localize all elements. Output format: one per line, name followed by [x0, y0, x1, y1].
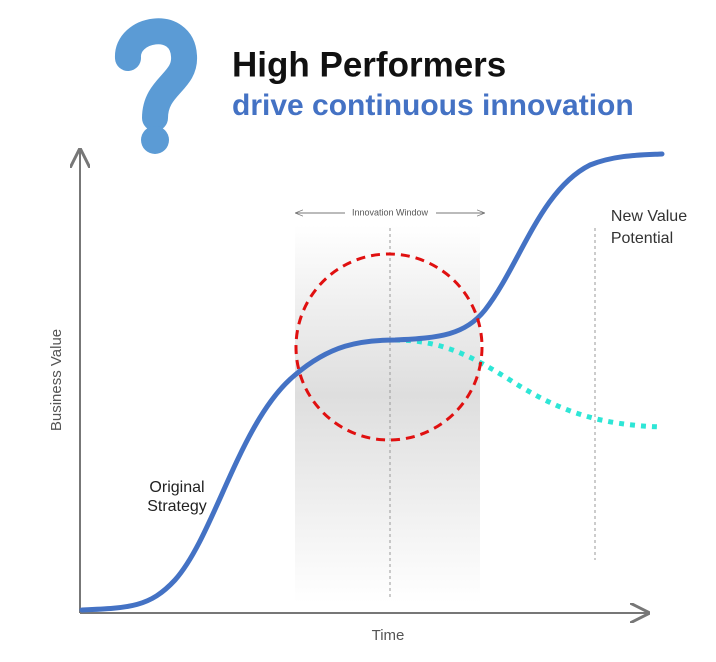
question-icon: [115, 18, 197, 154]
growth-curve: [79, 151, 665, 613]
title: High Performers: [232, 45, 506, 84]
new-value-label: New Value: [611, 208, 687, 225]
new-value-label: Potential: [611, 230, 673, 247]
subtitle: drive continuous innovation: [232, 89, 634, 122]
y-axis-label: Business Value: [48, 329, 65, 431]
original-label: Original: [149, 479, 204, 496]
focus-circle: [294, 252, 484, 442]
window-label: Innovation Window: [352, 207, 429, 217]
decline-curve: [394, 337, 663, 430]
x-axis-label: Time: [372, 627, 405, 644]
original-label: Strategy: [147, 498, 207, 515]
